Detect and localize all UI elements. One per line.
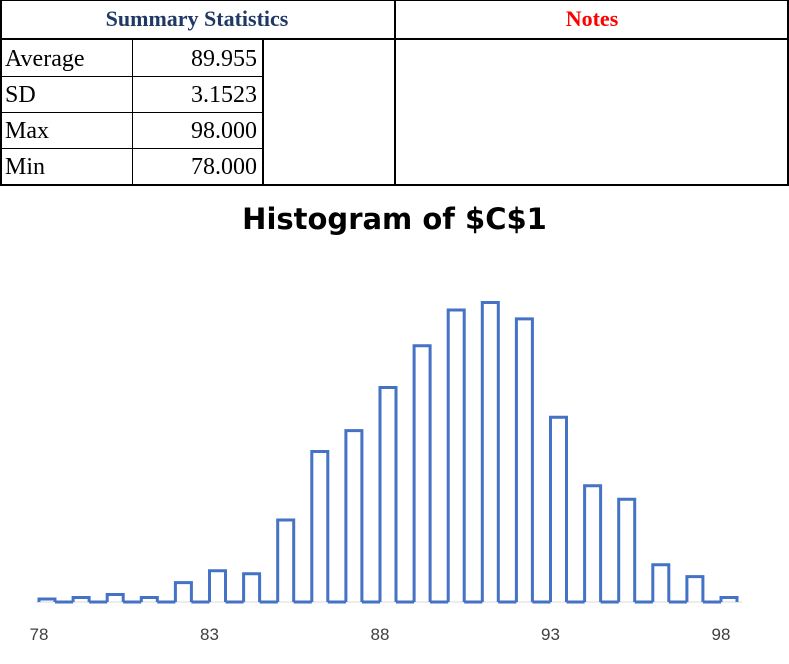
histogram-bar-94: [583, 484, 603, 602]
column-divider: [132, 40, 133, 185]
table-border-right: [787, 0, 789, 185]
histogram-bar-98: [719, 596, 739, 602]
stat-value-max: 98.000: [191, 118, 257, 144]
column-divider: [262, 40, 264, 185]
stat-label-average: Average: [5, 46, 85, 72]
histogram-bar-96: [651, 563, 671, 602]
histogram-bar-89: [412, 344, 432, 602]
histogram-bar-90: [446, 308, 466, 602]
histogram-bar-85: [276, 518, 296, 602]
stat-label-max: Max: [5, 118, 49, 144]
histogram-bar-80: [105, 593, 125, 602]
histogram-chart: Histogram of $C$1 78 83 88 93 98: [0, 186, 789, 664]
stat-value-average: 89.955: [191, 46, 257, 72]
histogram-bar-83: [208, 569, 227, 602]
histogram-bar-81: [139, 596, 159, 602]
x-tick-label-83: 83: [200, 625, 219, 644]
histogram-bar-84: [242, 572, 262, 602]
stat-label-sd: SD: [5, 82, 36, 108]
histogram-bar-87: [344, 429, 364, 602]
histogram-bar-92: [514, 317, 534, 602]
x-tick-label-98: 98: [712, 625, 731, 644]
stat-value-sd: 3.1523: [191, 82, 257, 108]
x-tick-label-88: 88: [371, 625, 390, 644]
histogram-bar-86: [310, 450, 330, 602]
table-divider-center: [394, 0, 396, 185]
header-divider: [0, 38, 789, 40]
summary-statistics-header: Summary Statistics: [105, 6, 289, 31]
histogram-bar-88: [378, 385, 398, 602]
x-tick-label-93: 93: [541, 625, 560, 644]
histogram-bar-91: [480, 301, 500, 602]
chart-title: Histogram of $C$1: [242, 202, 547, 236]
histogram-bar-82: [173, 581, 193, 602]
x-tick-label-78: 78: [30, 625, 49, 644]
notes-cell[interactable]: [396, 39, 788, 184]
notes-header: Notes: [565, 6, 619, 31]
summary-statistics-table: Summary Statistics Notes Average 89.955 …: [0, 0, 789, 186]
histogram-bar-93: [549, 415, 568, 602]
table-border-bottom: [0, 184, 789, 186]
histogram-bar-97: [685, 575, 705, 602]
stat-value-min: 78.000: [191, 154, 257, 180]
table-border-left: [0, 0, 2, 185]
histogram-plot: 78 83 88 93 98: [30, 301, 742, 644]
stat-label-min: Min: [5, 154, 46, 180]
histogram-bar-79: [71, 596, 91, 602]
histogram-bar-95: [617, 497, 637, 602]
